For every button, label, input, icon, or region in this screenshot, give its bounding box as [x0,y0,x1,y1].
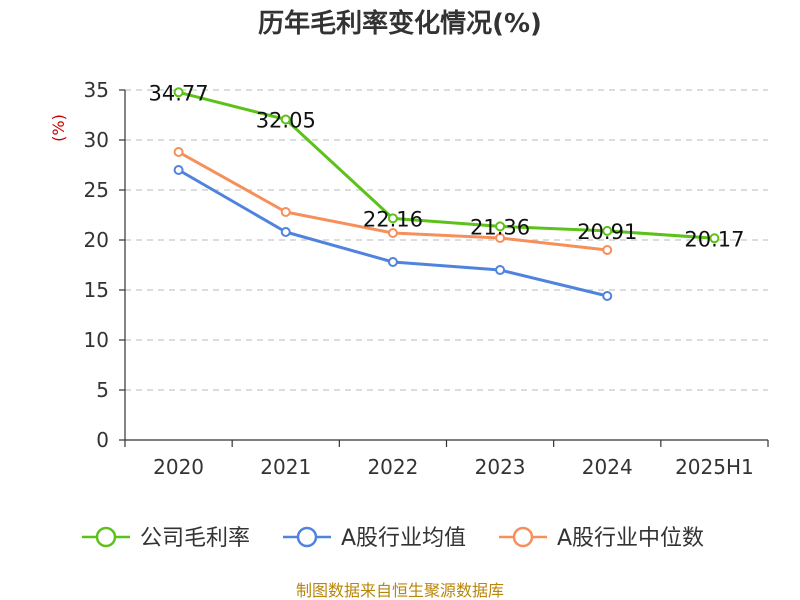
series-point-0 [709,233,720,244]
chart-title: 历年毛利率变化情况(%) [258,8,542,39]
data-label: 20.17 [684,227,744,251]
y-tick-label: 0 [96,428,109,452]
series-point-0 [280,114,291,125]
data-label: 32.05 [256,109,316,133]
legend: 公司毛利率 A股行业均值 A股行业中位数 [82,526,704,551]
data-label: 34.77 [149,81,209,105]
y-tick-label: 20 [84,228,109,252]
series-point-2 [173,147,184,157]
legend-marker [95,526,117,548]
data-label: 21.36 [470,215,530,239]
y-tick-label: 5 [96,378,109,402]
legend-label: A股行业中位数 [557,526,704,551]
y-tick-label: 35 [84,78,109,102]
series-point-1 [280,227,291,237]
series-point-2 [602,245,613,255]
y-axis-label: (%) [49,114,68,142]
y-tick-label: 30 [84,128,109,152]
series-point-1 [173,165,184,175]
series-group [173,87,720,301]
data-label: 20.91 [577,220,637,244]
x-tick-label: 2024 [582,455,633,479]
data-label: 22.16 [363,207,423,231]
series-point-0 [387,213,398,224]
x-tick-label: 2020 [153,455,204,479]
legend-label: A股行业均值 [341,526,466,551]
legend-marker [512,526,534,548]
legend-label: 公司毛利率 [140,526,250,551]
grid [125,89,768,391]
y-tick-label: 15 [84,278,109,302]
axes: 0 5 10 15 20 25 30 35 2020 2021 2022 2023 2024 2025H1 [84,78,769,479]
x-tick-label: 2025H1 [675,455,754,479]
source-text: 制图数据来自恒生聚源数据库 [296,581,504,600]
x-tick-label: 2023 [475,455,526,479]
series-point-1 [495,265,506,275]
series-point-0 [173,87,184,98]
series-point-2 [387,228,398,238]
series-point-0 [602,225,613,236]
series-point-1 [602,291,613,301]
legend-marker [296,526,318,548]
data-labels: 34.77 32.05 22.16 21.36 20.91 20.17 [149,81,745,251]
x-tick-label: 2022 [367,455,418,479]
legend-item: A股行业均值 [283,526,466,551]
x-tick-label: 2021 [260,455,311,479]
legend-item: 公司毛利率 [82,526,250,551]
legend-item: A股行业中位数 [499,526,704,551]
y-tick-label: 25 [84,178,109,202]
series-point-0 [495,221,506,232]
y-tick-label: 10 [84,328,109,352]
series-point-2 [495,233,506,243]
series-line-0 [178,90,715,240]
series-point-1 [387,257,398,267]
series-point-2 [280,207,291,217]
